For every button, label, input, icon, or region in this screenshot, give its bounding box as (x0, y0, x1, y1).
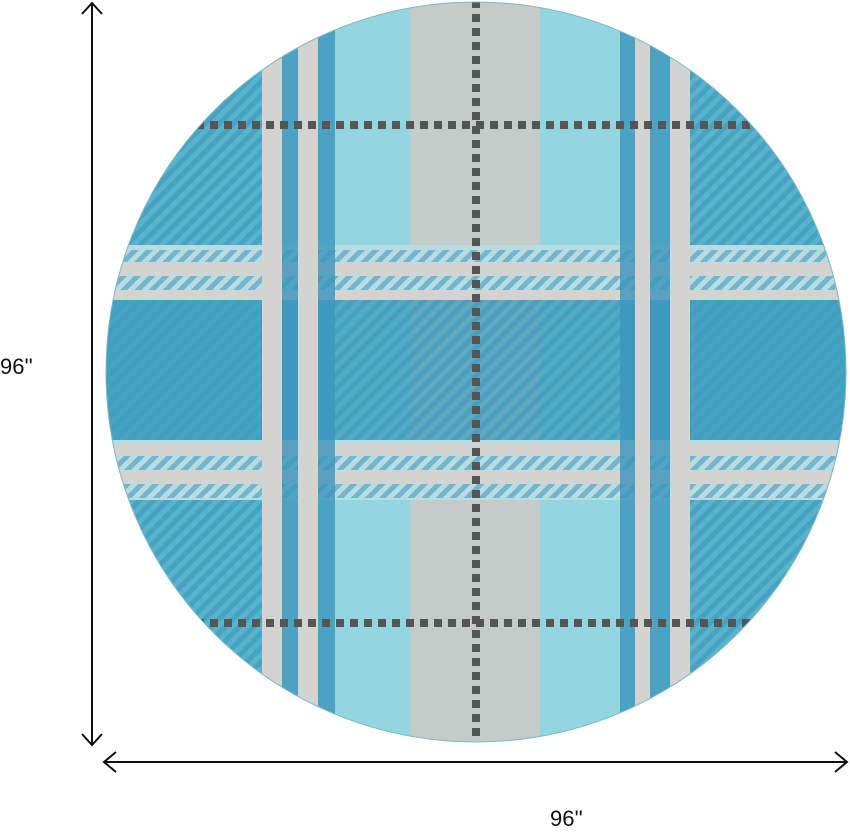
width-label: 96'' (550, 806, 583, 831)
height-dimension-arrow (81, 1, 103, 747)
height-label: 96'' (0, 354, 33, 379)
width-dimension-arrow (102, 751, 849, 773)
round-plaid-rug (106, 2, 846, 742)
